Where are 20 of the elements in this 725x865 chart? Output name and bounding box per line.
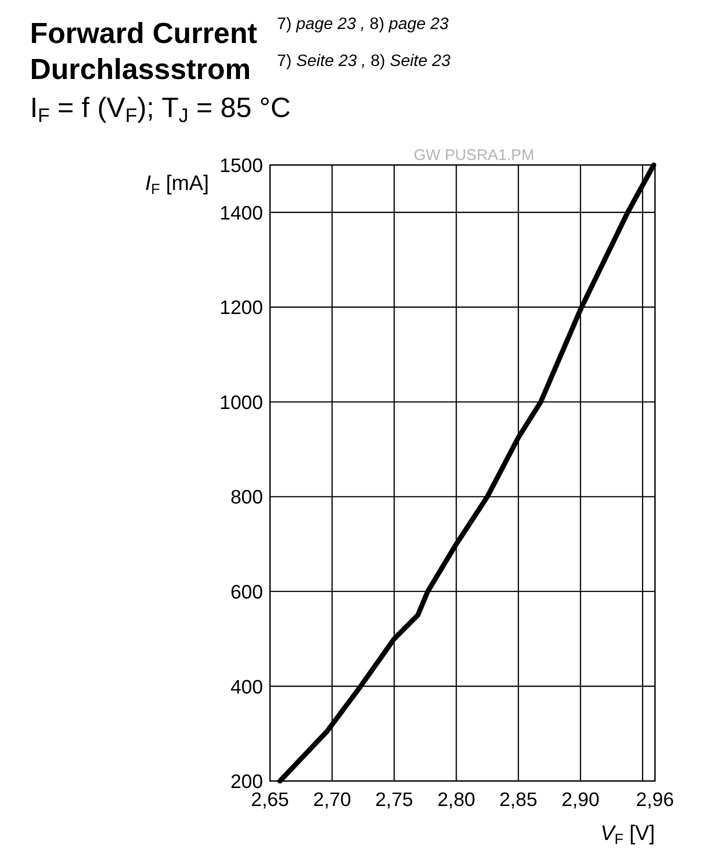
x-axis-title: V$_{F}$ [V] [600,822,655,848]
chart-subtitle: I$_{F}$ = f (V$_{F}$); T$_{J}$ = 85 °C [30,92,291,128]
x-tick-label: 2,85 [499,789,538,811]
y-tick-label: 400 [230,676,264,698]
x-tick-label: 2,90 [562,789,600,811]
x-tick-label: 2,80 [437,789,476,811]
y-tick-label: 1400 [220,202,264,224]
y-tick-label: 1500 [220,155,264,178]
y-tick-label: 600 [230,581,264,604]
text: GW PUSRA1.PM [414,147,534,164]
x-tick-label: 2,96 [636,789,674,811]
y-axis-title: I$_{F}$ [mA] [145,172,209,198]
text: 7) Seite 23 , 8) Seite 23 [277,52,452,70]
chart-title: Forward Current Durchlassstrom [30,18,258,86]
x-tick-label: 2,70 [313,789,352,811]
y-tick-label: 1000 [220,392,264,414]
text: 7) page 23 , 8) page 23 [277,15,450,33]
y-tick-label: 1200 [220,297,264,320]
y-tick-label: 800 [230,486,264,509]
x-tick-label: 2,75 [375,789,414,811]
